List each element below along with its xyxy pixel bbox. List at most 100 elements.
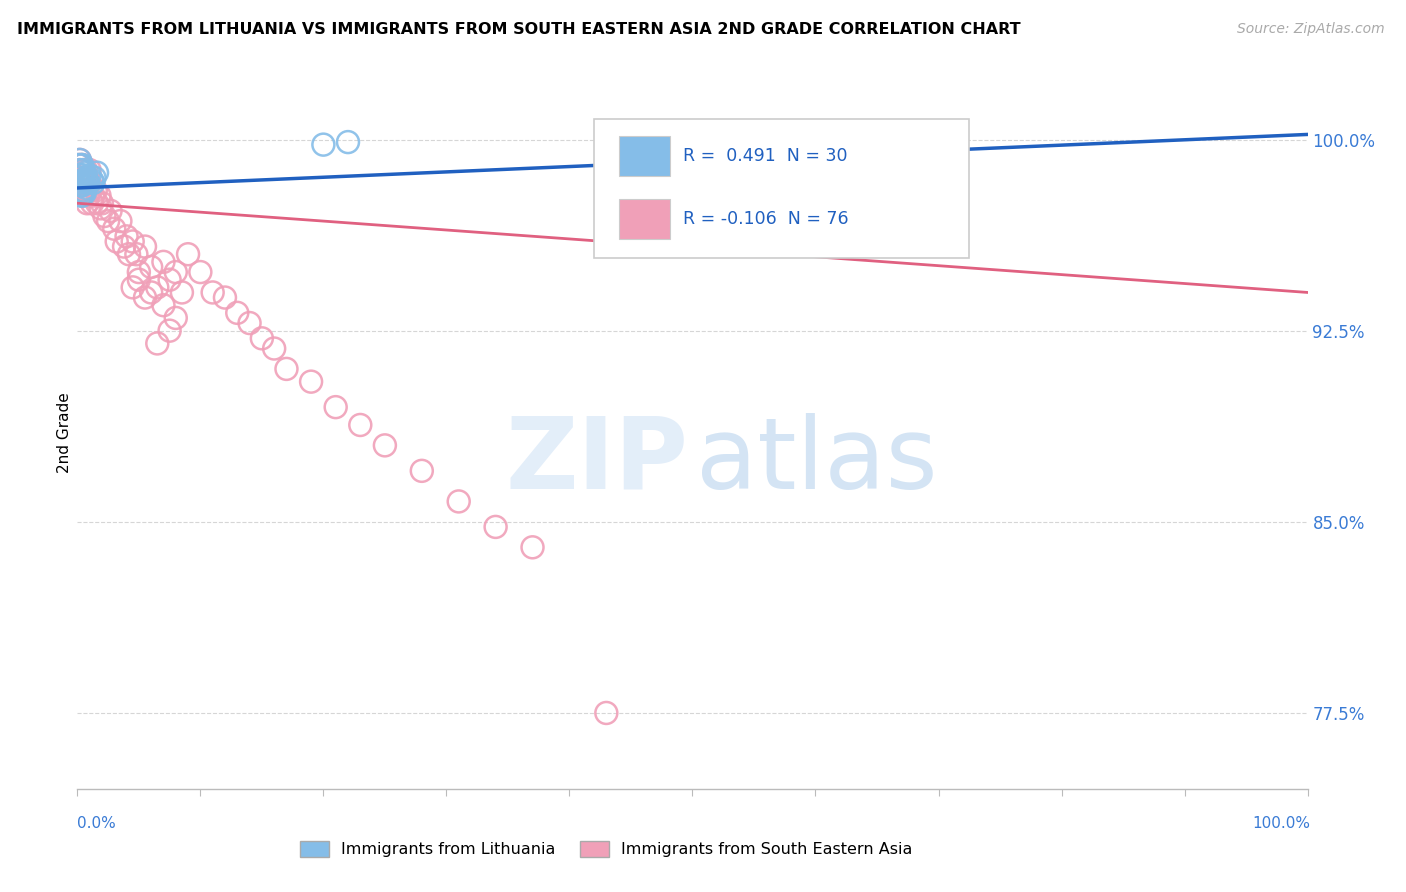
Point: [72, 173, 94, 187]
Point: [89, 188, 111, 202]
Point: [82, 196, 104, 211]
Point: [595, 706, 617, 720]
Point: [70, 158, 93, 172]
Point: [72, 163, 94, 178]
Point: [73, 166, 96, 180]
Point: [125, 247, 148, 261]
Point: [67, 158, 90, 172]
Point: [214, 291, 236, 305]
Point: [152, 255, 174, 269]
Point: [77, 176, 100, 190]
Point: [170, 285, 193, 300]
Text: 100.0%: 100.0%: [1253, 816, 1310, 830]
Point: [263, 342, 285, 356]
Point: [80, 184, 103, 198]
Point: [76, 196, 98, 211]
Point: [522, 541, 544, 555]
FancyBboxPatch shape: [619, 199, 671, 239]
Point: [70, 178, 93, 193]
Point: [165, 310, 187, 325]
Point: [72, 184, 94, 198]
Point: [159, 273, 181, 287]
Point: [82, 176, 104, 190]
Point: [86, 166, 108, 180]
Point: [69, 163, 91, 178]
Point: [70, 168, 93, 182]
Point: [110, 214, 132, 228]
Point: [70, 176, 93, 190]
Point: [146, 336, 169, 351]
Point: [146, 280, 169, 294]
Point: [70, 158, 93, 172]
Point: [70, 188, 93, 202]
Text: 0.0%: 0.0%: [77, 816, 117, 830]
Point: [70, 158, 93, 172]
Point: [325, 400, 347, 414]
Point: [67, 170, 90, 185]
Point: [69, 163, 91, 178]
Point: [75, 163, 97, 178]
Point: [250, 331, 273, 345]
Point: [299, 375, 322, 389]
Point: [128, 265, 150, 279]
Point: [165, 265, 187, 279]
Point: [70, 184, 93, 198]
Point: [447, 494, 470, 508]
Point: [75, 178, 97, 193]
Point: [86, 196, 108, 211]
Point: [73, 186, 96, 200]
Point: [411, 464, 433, 478]
Point: [141, 285, 163, 300]
Legend: Immigrants from Lithuania, Immigrants from South Eastern Asia: Immigrants from Lithuania, Immigrants fr…: [294, 834, 920, 863]
Point: [118, 247, 141, 261]
Point: [72, 173, 94, 187]
Text: IMMIGRANTS FROM LITHUANIA VS IMMIGRANTS FROM SOUTH EASTERN ASIA 2ND GRADE CORREL: IMMIGRANTS FROM LITHUANIA VS IMMIGRANTS …: [17, 22, 1021, 37]
Point: [82, 173, 104, 187]
Point: [76, 173, 98, 187]
Point: [73, 176, 96, 190]
Point: [276, 362, 298, 376]
Point: [70, 170, 93, 185]
Point: [226, 306, 249, 320]
Point: [75, 170, 97, 185]
Point: [75, 181, 97, 195]
Point: [112, 239, 135, 253]
Point: [69, 153, 91, 167]
Point: [115, 229, 138, 244]
Point: [374, 438, 396, 452]
Point: [69, 176, 91, 190]
FancyBboxPatch shape: [619, 136, 671, 176]
Point: [72, 188, 94, 202]
FancyBboxPatch shape: [595, 119, 969, 258]
Point: [69, 153, 91, 167]
Point: [70, 158, 93, 172]
Text: atlas: atlas: [696, 413, 938, 509]
Point: [349, 417, 371, 432]
Point: [67, 158, 90, 172]
Point: [79, 176, 101, 190]
Point: [79, 168, 101, 182]
Point: [70, 178, 93, 193]
Point: [97, 214, 120, 228]
Point: [77, 188, 100, 202]
Text: R =  0.491  N = 30: R = 0.491 N = 30: [683, 147, 846, 165]
Text: Source: ZipAtlas.com: Source: ZipAtlas.com: [1237, 22, 1385, 37]
Point: [239, 316, 262, 330]
Point: [72, 163, 94, 178]
Point: [90, 196, 114, 211]
Point: [121, 280, 143, 294]
Text: R = -0.106  N = 76: R = -0.106 N = 76: [683, 211, 848, 228]
Point: [73, 170, 96, 185]
Point: [337, 135, 360, 149]
Point: [83, 170, 105, 185]
Point: [134, 291, 156, 305]
Point: [201, 285, 224, 300]
Point: [121, 235, 143, 249]
Point: [485, 520, 508, 534]
Point: [159, 324, 181, 338]
Point: [90, 202, 112, 216]
Point: [67, 170, 90, 185]
Point: [141, 260, 163, 274]
Point: [70, 188, 93, 202]
Point: [76, 170, 98, 185]
